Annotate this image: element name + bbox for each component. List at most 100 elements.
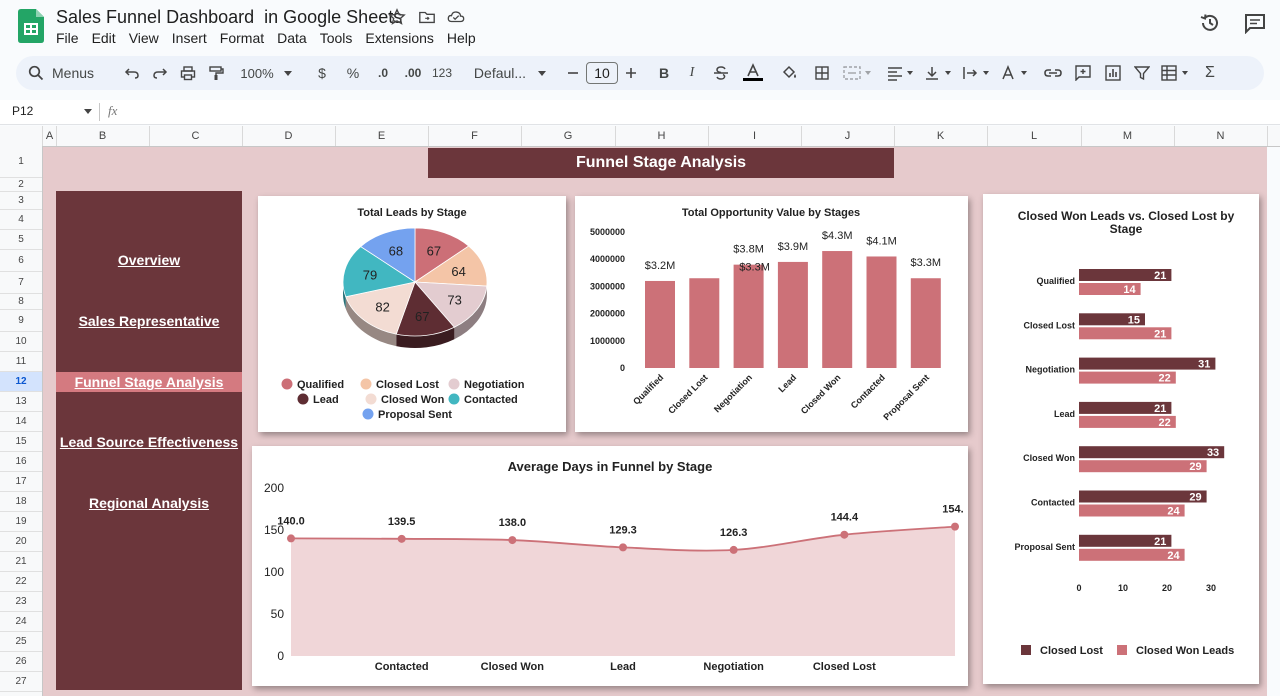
row-header[interactable]: 6 xyxy=(0,250,42,272)
row-header[interactable]: 11 xyxy=(0,352,42,372)
row-header[interactable]: 15 xyxy=(0,432,42,452)
formula-input[interactable] xyxy=(130,103,1230,121)
zoom-select[interactable]: 100% xyxy=(234,56,298,90)
percent-format-button[interactable]: % xyxy=(346,65,360,81)
nav-lead-source-effectiveness[interactable]: Lead Source Effectiveness xyxy=(59,434,239,450)
area-chart-panel[interactable]: Average Days in Funnel by Stage 200 150 10… xyxy=(252,446,968,686)
insert-link-button[interactable] xyxy=(1040,56,1066,90)
text-color-button[interactable] xyxy=(740,56,766,90)
column-header[interactable]: F xyxy=(428,126,522,146)
column-header[interactable]: L xyxy=(987,126,1082,146)
column-header[interactable]: D xyxy=(242,126,336,146)
row-header[interactable]: 18 xyxy=(0,492,42,512)
insert-chart-button[interactable] xyxy=(1100,56,1126,90)
column-header[interactable]: E xyxy=(335,126,429,146)
row-header[interactable]: 17 xyxy=(0,472,42,492)
fill-color-button[interactable] xyxy=(778,56,802,90)
vertical-align-button[interactable] xyxy=(922,56,956,90)
row-header[interactable]: 14 xyxy=(0,412,42,432)
nav-regional-analysis[interactable]: Regional Analysis xyxy=(88,495,210,511)
column-header[interactable]: M xyxy=(1081,126,1175,146)
currency-format-button[interactable]: $ xyxy=(318,65,326,81)
menu-tools[interactable]: Tools xyxy=(319,30,353,46)
menu-extensions[interactable]: Extensions xyxy=(365,30,434,46)
column-header[interactable]: C xyxy=(149,126,243,146)
menu-view[interactable]: View xyxy=(128,30,159,46)
row-header[interactable]: 5 xyxy=(0,230,42,250)
row-header-selected[interactable]: 12 xyxy=(0,372,42,392)
select-all-corner[interactable] xyxy=(0,126,43,146)
row-header[interactable]: 25 xyxy=(0,632,42,652)
nav-overview[interactable]: Overview xyxy=(117,252,181,268)
column-header[interactable]: I xyxy=(708,126,802,146)
bold-button[interactable]: B xyxy=(658,65,670,81)
column-header[interactable]: G xyxy=(521,126,616,146)
row-header[interactable]: 10 xyxy=(0,332,42,352)
create-filter-button[interactable] xyxy=(1130,56,1154,90)
text-rotation-button[interactable] xyxy=(998,56,1032,90)
row-header[interactable]: 23 xyxy=(0,592,42,612)
hbar-chart-panel[interactable]: Closed Won Leads vs. Closed Lost by Stag… xyxy=(983,194,1259,684)
menu-file[interactable]: File xyxy=(56,30,79,46)
menu-edit[interactable]: Edit xyxy=(91,30,116,46)
font-size-field[interactable]: 10 xyxy=(586,56,618,90)
version-history-icon[interactable] xyxy=(1199,12,1221,34)
row-header[interactable]: 24 xyxy=(0,612,42,632)
row-header[interactable]: 21 xyxy=(0,552,42,572)
bar-chart-panel[interactable]: Total Opportunity Value by Stages 500000… xyxy=(575,196,968,432)
menu-format[interactable]: Format xyxy=(219,30,265,46)
horizontal-align-button[interactable] xyxy=(884,56,918,90)
menu-data[interactable]: Data xyxy=(277,30,307,46)
increase-decimal-button[interactable]: .00 xyxy=(404,66,422,80)
column-header[interactable]: J xyxy=(801,126,895,146)
insert-comment-button[interactable] xyxy=(1070,56,1096,90)
menu-help[interactable]: Help xyxy=(446,30,476,46)
row-header[interactable]: 1 xyxy=(0,146,42,178)
print-button[interactable] xyxy=(176,56,200,90)
undo-button[interactable] xyxy=(120,56,144,90)
decrease-decimal-button[interactable]: .0 xyxy=(377,66,388,80)
redo-button[interactable] xyxy=(148,56,172,90)
row-header[interactable]: 7 xyxy=(0,272,42,294)
row-header[interactable]: 19 xyxy=(0,512,42,532)
more-formats-button[interactable]: 123 xyxy=(431,66,453,80)
decrease-font-size-button[interactable] xyxy=(564,56,582,90)
paint-format-button[interactable] xyxy=(204,56,228,90)
row-header[interactable]: 3 xyxy=(0,192,42,210)
row-header[interactable]: 22 xyxy=(0,572,42,592)
row-header[interactable]: 20 xyxy=(0,532,42,552)
row-header[interactable]: 9 xyxy=(0,310,42,332)
cloud-saved-icon[interactable] xyxy=(447,8,465,26)
filter-views-button[interactable] xyxy=(1158,56,1194,90)
column-header[interactable]: H xyxy=(615,126,709,146)
row-header[interactable]: 8 xyxy=(0,294,42,310)
merge-cells-button[interactable] xyxy=(840,56,876,90)
strikethrough-button[interactable] xyxy=(710,56,732,90)
document-title[interactable]: Sales Funnel Dashboard in Google Sheets xyxy=(56,7,403,27)
move-folder-icon[interactable] xyxy=(418,8,436,26)
column-header[interactable]: A xyxy=(43,126,57,146)
increase-font-size-button[interactable] xyxy=(622,56,640,90)
pie-chart-panel[interactable]: Total Leads by Stage 67 64 73 67 82 79 68 Qual… xyxy=(258,196,566,432)
font-select[interactable]: Defaul... xyxy=(468,56,552,90)
italic-button[interactable]: I xyxy=(689,65,695,80)
column-header[interactable]: K xyxy=(894,126,988,146)
borders-button[interactable] xyxy=(810,56,834,90)
row-header[interactable]: 4 xyxy=(0,210,42,230)
row-header[interactable]: 16 xyxy=(0,452,42,472)
column-header[interactable]: B xyxy=(56,126,150,146)
row-header[interactable]: 2 xyxy=(0,178,42,192)
comments-icon[interactable] xyxy=(1244,12,1266,34)
row-header[interactable]: 13 xyxy=(0,392,42,412)
functions-button[interactable]: Σ xyxy=(1198,56,1222,90)
nav-sales-representative[interactable]: Sales Representative xyxy=(78,313,220,329)
text-wrapping-button[interactable] xyxy=(960,56,994,90)
menu-insert[interactable]: Insert xyxy=(171,30,207,46)
name-box[interactable]: P12 xyxy=(12,104,92,118)
nav-funnel-stage-analysis[interactable]: Funnel Stage Analysis xyxy=(56,372,242,392)
sheets-logo-icon[interactable] xyxy=(18,9,44,43)
row-header[interactable]: 27 xyxy=(0,672,42,692)
column-header[interactable]: N xyxy=(1174,126,1268,146)
star-icon[interactable] xyxy=(388,8,406,26)
search-menus-button[interactable]: Menus xyxy=(28,56,118,90)
